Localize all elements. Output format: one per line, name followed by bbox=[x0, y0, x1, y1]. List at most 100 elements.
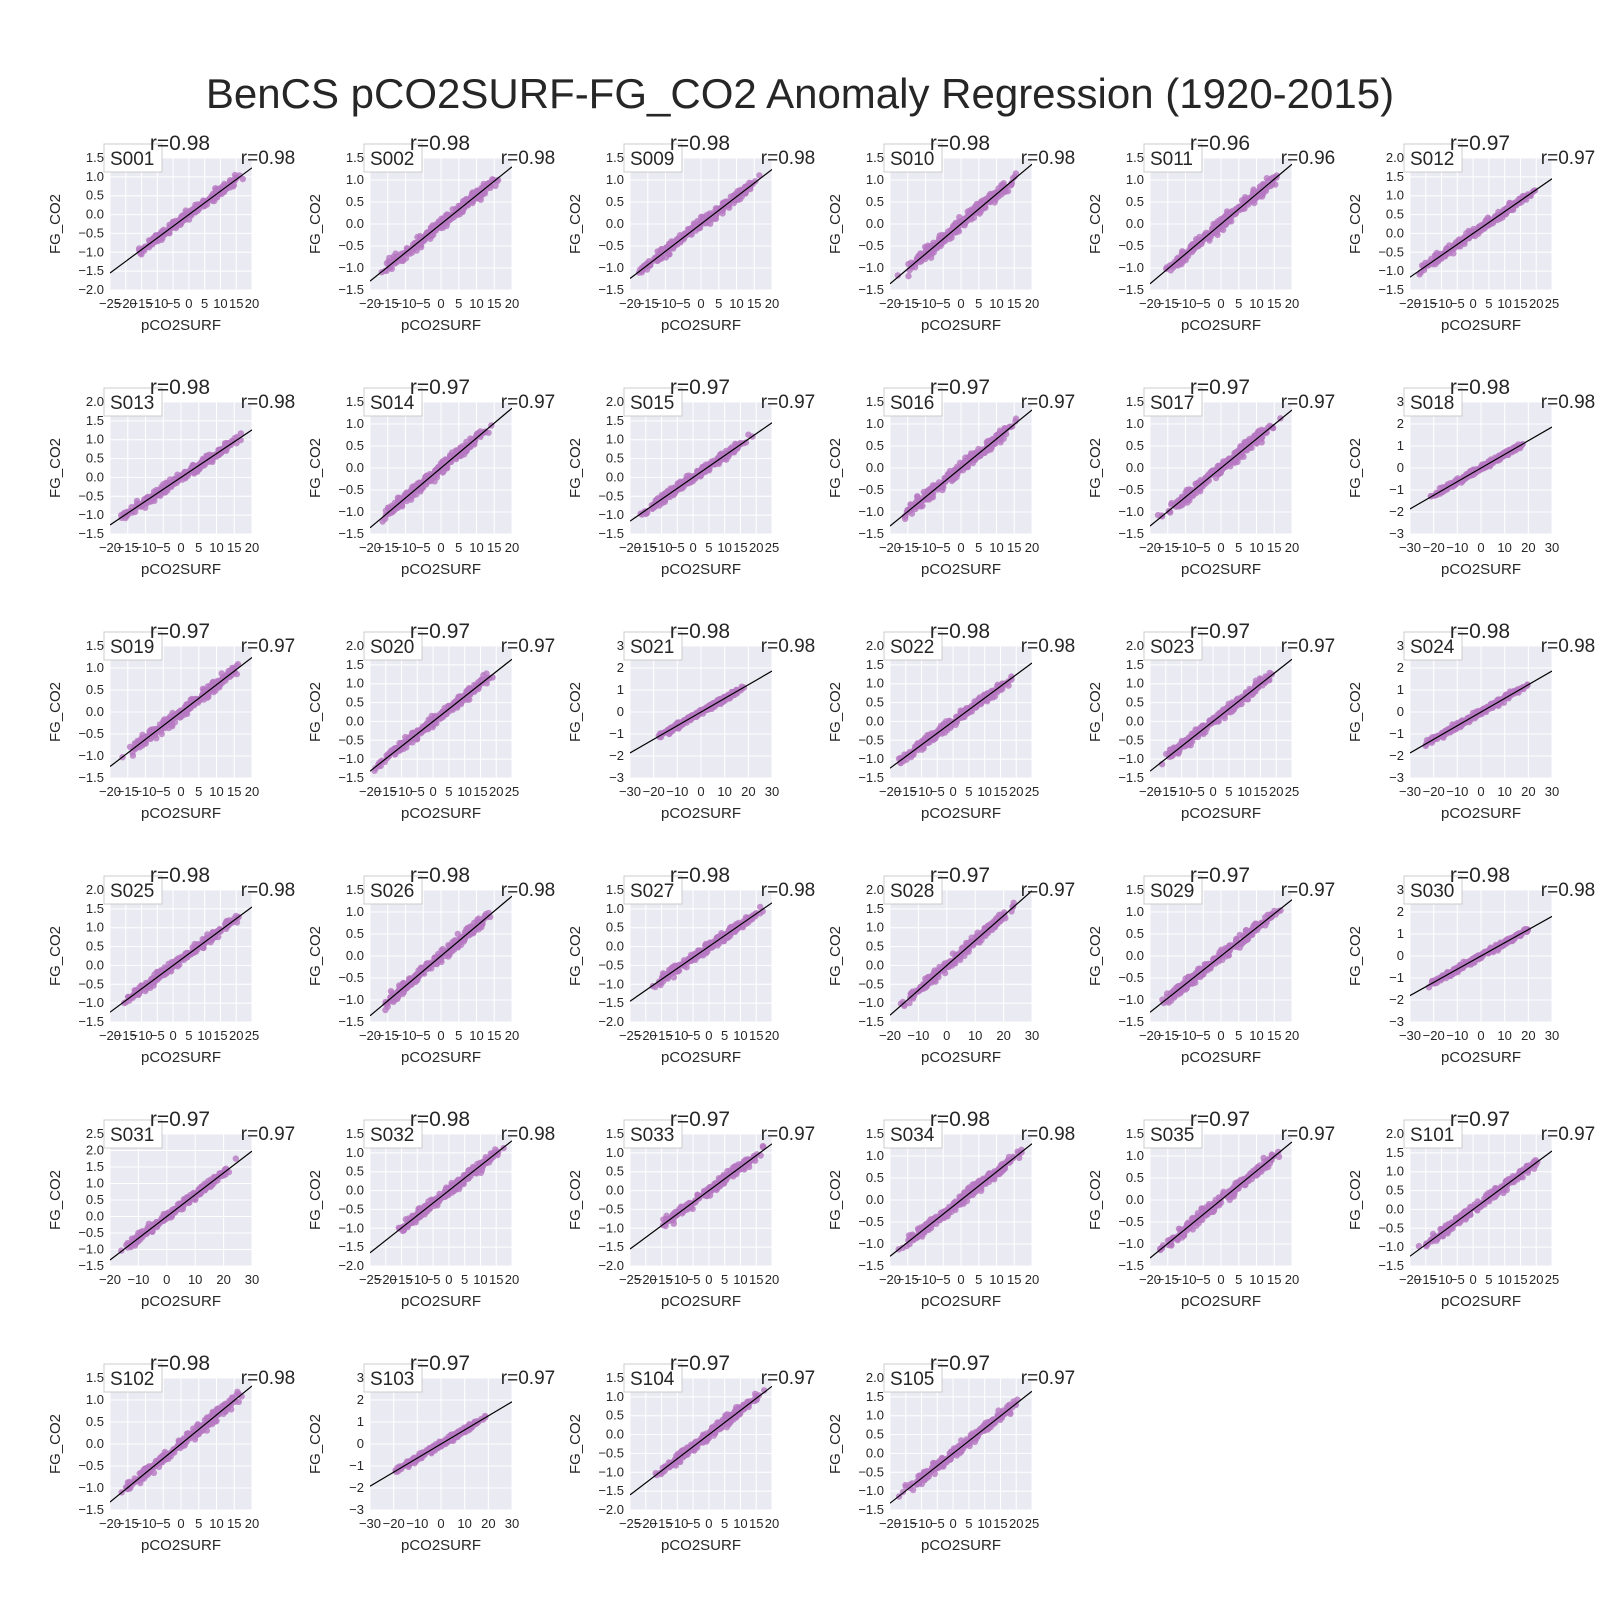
x-tick-label: 0 bbox=[1217, 296, 1224, 311]
data-point bbox=[1177, 256, 1184, 263]
panel-label-box: S018 bbox=[1403, 387, 1463, 417]
data-point bbox=[1236, 203, 1243, 211]
data-point bbox=[934, 244, 941, 251]
x-tick-label: 5 bbox=[975, 296, 982, 311]
panel-label-box: S022 bbox=[883, 631, 943, 661]
x-tick-label: 5 bbox=[1235, 296, 1242, 311]
r-value-annotation: r=0.98 bbox=[761, 148, 815, 169]
x-tick-label: 0 bbox=[177, 540, 184, 555]
regression-line bbox=[890, 662, 1032, 769]
y-axis-label: FG_CO2 bbox=[1087, 194, 1104, 254]
r-value-annotation: r=0.98 bbox=[241, 392, 295, 413]
regression-line bbox=[370, 658, 512, 772]
data-point bbox=[1224, 209, 1232, 217]
data-point bbox=[230, 183, 237, 190]
x-tick-label: 0 bbox=[1209, 784, 1216, 799]
panel-label-box: S001 bbox=[103, 143, 163, 173]
y-tick-label: −1.5 bbox=[1118, 282, 1144, 297]
x-axis-label: pCO2SURF bbox=[1441, 317, 1521, 334]
y-tick-label: 1.5 bbox=[866, 150, 884, 165]
panel-label-frame bbox=[1403, 387, 1463, 417]
data-point bbox=[1250, 436, 1257, 444]
x-tick-label: −25 bbox=[99, 296, 121, 311]
r-value-annotation: r=0.98 bbox=[1541, 392, 1595, 413]
data-point bbox=[197, 462, 204, 470]
x-tick-label: 0 bbox=[1217, 540, 1224, 555]
x-tick-label: −20 bbox=[359, 540, 381, 555]
y-axis-label: FG_CO2 bbox=[1087, 438, 1104, 498]
y-tick-label: 0.5 bbox=[1126, 194, 1144, 209]
panel-label-box: S013 bbox=[103, 387, 163, 417]
y-tick-label: 0.5 bbox=[1386, 207, 1404, 222]
x-tick-label: 5 bbox=[975, 540, 982, 555]
x-tick-label: −10 bbox=[394, 296, 416, 311]
panel-label-box: S015 bbox=[623, 387, 683, 417]
y-tick-label: −1.0 bbox=[338, 260, 364, 275]
data-point bbox=[973, 702, 980, 709]
panel-label-frame bbox=[363, 631, 423, 661]
data-point bbox=[145, 242, 153, 249]
x-tick-label: 10 bbox=[717, 784, 731, 799]
x-tick-label: 10 bbox=[729, 296, 743, 311]
data-point bbox=[729, 448, 737, 455]
x-tick-label: −10 bbox=[1446, 540, 1468, 555]
x-tick-label: 20 bbox=[749, 540, 763, 555]
x-tick-label: 20 bbox=[1285, 540, 1299, 555]
panel-label: S020 bbox=[370, 637, 414, 658]
data-point bbox=[1493, 457, 1500, 464]
x-tick-label: −20 bbox=[879, 784, 901, 799]
x-axis-label: pCO2SURF bbox=[141, 317, 221, 334]
data-point bbox=[929, 736, 937, 744]
data-point bbox=[1263, 175, 1271, 182]
y-tick-label: 0.0 bbox=[1126, 460, 1144, 475]
data-point bbox=[1250, 186, 1257, 193]
x-tick-label: 5 bbox=[201, 296, 208, 311]
y-tick-label: 0.0 bbox=[346, 713, 364, 728]
x-tick-label: −5 bbox=[156, 540, 171, 555]
data-point bbox=[969, 453, 977, 460]
y-tick-label: 0.0 bbox=[606, 216, 624, 231]
y-tick-label: 1.5 bbox=[1126, 394, 1144, 409]
scatter-panel-s013: −20−15−10 −5 0 5 10 15 20−1.5−1.0−0.50.00.51.0… bbox=[47, 376, 295, 578]
data-point bbox=[167, 713, 174, 720]
panel-label-box: S014 bbox=[363, 387, 423, 417]
y-tick-label: 0.0 bbox=[86, 704, 104, 719]
y-tick-label: −1.0 bbox=[1118, 751, 1144, 766]
x-tick-label: 10 bbox=[457, 784, 471, 799]
x-tick-label: 10 bbox=[209, 784, 223, 799]
data-point bbox=[951, 220, 959, 228]
x-tick-label: 15 bbox=[1267, 540, 1281, 555]
scatter-panel-s015: −20−15−10−5 0 5 10 15 20 25−1.5−1.0−0.50.00.51… bbox=[567, 376, 815, 578]
x-tick-label: −20 bbox=[879, 540, 901, 555]
y-tick-label: −0.5 bbox=[858, 482, 884, 497]
y-tick-label: 2.0 bbox=[606, 394, 624, 409]
x-tick-label: −5 bbox=[676, 296, 691, 311]
y-tick-label: −0.5 bbox=[598, 488, 624, 503]
data-point bbox=[470, 196, 477, 203]
scatter-panel-s001: −25−20−15−10−5 0 5 10 15 20−2.0−1.5−1.0−0.50.… bbox=[47, 132, 295, 334]
y-tick-label: 2 bbox=[1397, 416, 1404, 431]
data-point bbox=[392, 250, 399, 257]
y-tick-label: −0.5 bbox=[78, 225, 104, 240]
y-tick-label: −1.0 bbox=[78, 507, 104, 522]
y-tick-label: −1.0 bbox=[1118, 260, 1144, 275]
y-tick-label: 1.5 bbox=[1126, 150, 1144, 165]
regression-line bbox=[1150, 163, 1292, 285]
r-value-annotation: r=0.98 bbox=[761, 636, 815, 657]
data-point bbox=[446, 452, 454, 459]
y-tick-label: −1.5 bbox=[1378, 282, 1404, 297]
panel-label: S014 bbox=[370, 393, 415, 414]
data-point bbox=[172, 711, 180, 718]
regression-line bbox=[630, 168, 772, 280]
x-tick-label: −5 bbox=[416, 540, 431, 555]
x-tick-label: 20 bbox=[505, 540, 519, 555]
x-tick-label: 20 bbox=[489, 784, 503, 799]
x-tick-label: 5 bbox=[1225, 784, 1232, 799]
y-axis-label: FG_CO2 bbox=[47, 194, 64, 254]
data-point bbox=[711, 461, 718, 468]
x-tick-label: 10 bbox=[1249, 296, 1263, 311]
x-tick-label: −20 bbox=[619, 540, 641, 555]
data-point bbox=[939, 486, 946, 494]
panel-label: S010 bbox=[890, 149, 934, 170]
